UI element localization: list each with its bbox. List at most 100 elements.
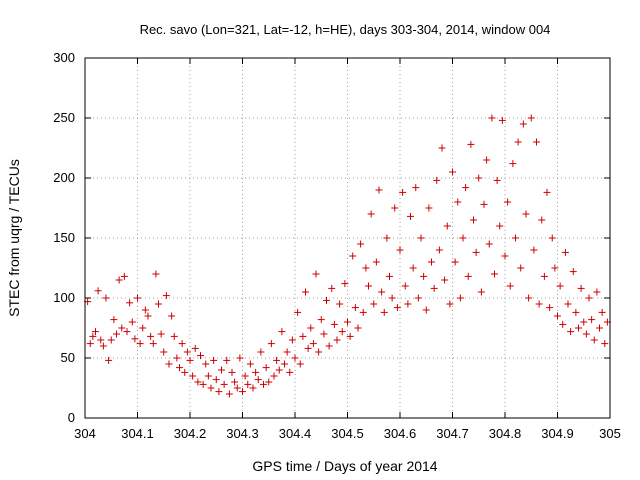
data-point — [396, 246, 404, 254]
data-point — [110, 316, 118, 324]
data-point — [501, 252, 509, 260]
grid-layer — [85, 58, 610, 418]
y-axis-label: STEC from uqrg / TECUs — [6, 159, 22, 317]
data-point — [470, 216, 477, 224]
data-point — [299, 332, 307, 340]
data-point — [559, 320, 567, 328]
data-point — [333, 336, 341, 344]
data-point — [435, 246, 443, 254]
y-tick-label: 150 — [53, 230, 75, 245]
data-point — [134, 294, 141, 302]
data-point — [323, 296, 330, 304]
data-point — [260, 380, 267, 388]
data-point — [278, 328, 286, 336]
data-point — [325, 342, 333, 350]
data-point — [477, 288, 485, 296]
data-point — [417, 234, 425, 242]
data-point — [420, 272, 428, 280]
data-point — [540, 272, 548, 280]
data-point — [338, 328, 346, 336]
data-point — [123, 328, 131, 336]
data-point — [291, 354, 299, 362]
data-point — [270, 372, 278, 380]
data-point — [554, 312, 561, 320]
data-point — [582, 330, 590, 338]
data-point — [231, 378, 239, 386]
data-point — [475, 174, 483, 182]
data-point — [220, 380, 228, 388]
data-point — [118, 324, 126, 332]
data-point — [572, 308, 580, 316]
y-tick-label: 50 — [61, 350, 75, 365]
data-point — [273, 356, 281, 364]
data-point — [191, 344, 199, 352]
data-point — [236, 354, 244, 362]
plot-frame — [84, 57, 611, 419]
data-point — [483, 156, 491, 164]
data-point — [351, 304, 359, 312]
chart-title: Rec. savo (Lon=321, Lat=-12, h=HE), days… — [140, 22, 551, 37]
data-point — [144, 312, 152, 320]
data-point — [152, 270, 160, 278]
x-tick-label: 304 — [74, 426, 96, 441]
x-tick-label: 305 — [599, 426, 621, 441]
data-point — [210, 356, 218, 364]
data-point — [451, 258, 459, 266]
data-point — [136, 340, 144, 348]
data-point — [388, 294, 396, 302]
data-point — [197, 352, 204, 360]
data-point — [202, 360, 210, 368]
data-point — [441, 276, 449, 284]
data-point — [443, 222, 451, 230]
data-point — [296, 360, 304, 368]
data-point — [147, 332, 155, 340]
data-point — [577, 284, 585, 292]
data-point — [588, 316, 596, 324]
x-tick-label: 304.4 — [279, 426, 312, 441]
data-point — [372, 258, 380, 266]
data-point — [546, 304, 554, 312]
data-point — [530, 246, 538, 254]
data-point — [286, 368, 294, 376]
data-point — [170, 332, 178, 340]
data-point — [422, 306, 430, 314]
data-point — [601, 340, 609, 348]
data-point — [186, 356, 194, 364]
x-tick-label: 304.2 — [174, 426, 207, 441]
data-point — [341, 280, 349, 288]
data-point — [533, 138, 540, 146]
data-point — [525, 294, 533, 302]
data-point — [162, 292, 170, 300]
data-point — [113, 330, 120, 338]
data-point — [414, 294, 422, 302]
data-point — [102, 294, 110, 302]
data-point — [504, 198, 512, 206]
data-point — [569, 268, 577, 276]
data-point — [283, 348, 291, 356]
x-tick-label: 304.6 — [384, 426, 417, 441]
x-tick-label: 304.7 — [436, 426, 469, 441]
data-point — [498, 116, 506, 124]
data-point — [330, 320, 338, 328]
data-point — [281, 360, 288, 368]
data-point — [328, 284, 336, 292]
data-point — [354, 324, 362, 332]
data-point — [262, 364, 270, 372]
data-point — [239, 388, 246, 396]
data-point — [212, 376, 220, 384]
data-point — [257, 348, 265, 356]
data-point — [522, 210, 530, 218]
data-point — [543, 188, 551, 196]
data-point — [304, 344, 312, 352]
data-point — [115, 276, 123, 284]
x-tick-label: 304.9 — [541, 426, 574, 441]
data-point — [149, 340, 157, 348]
data-point — [462, 184, 470, 192]
data-point — [404, 300, 412, 308]
data-point — [131, 335, 139, 343]
data-point — [223, 356, 231, 364]
data-point — [386, 272, 393, 280]
x-tick-label: 304.3 — [226, 426, 259, 441]
data-point — [168, 312, 176, 320]
data-point — [265, 378, 273, 386]
